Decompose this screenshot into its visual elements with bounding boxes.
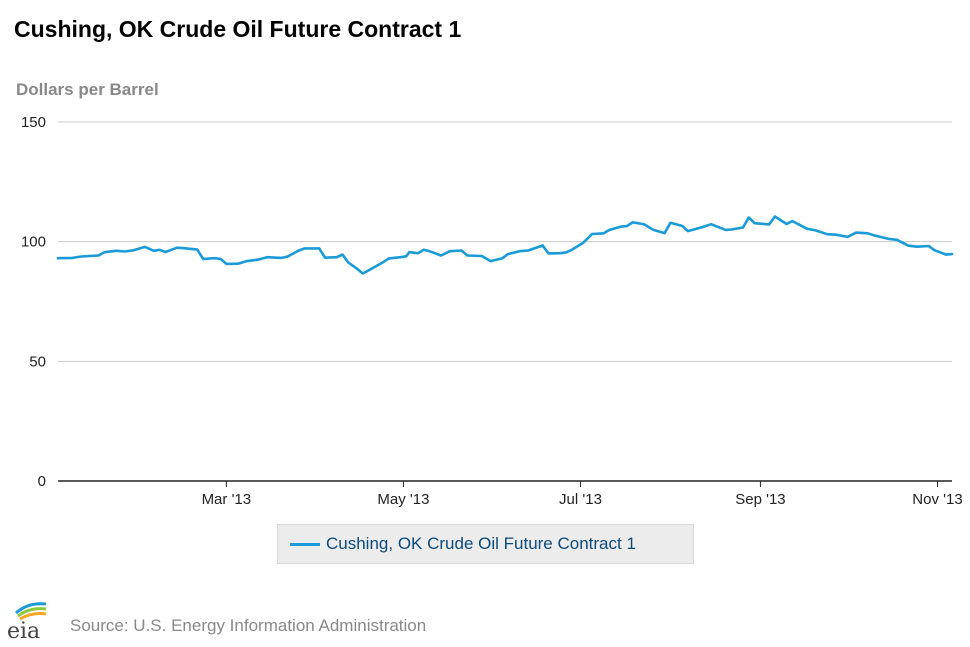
y-axis-unit-label: Dollars per Barrel: [16, 80, 159, 99]
y-tick-label: 0: [38, 473, 46, 490]
chart-title: Cushing, OK Crude Oil Future Contract 1: [14, 16, 462, 42]
svg-text:eia: eia: [7, 619, 40, 640]
line-chart: 0 50 100 150 Mar '13 May '13 Jul '13 Sep '13 No…: [21, 114, 963, 508]
eia-logo: eia: [7, 602, 47, 640]
legend: Cushing, OK Crude Oil Future Contract 1: [277, 524, 694, 564]
legend-swatch: [290, 543, 320, 546]
y-tick-label: 50: [29, 353, 46, 370]
y-tick-label: 150: [21, 114, 46, 131]
x-axis: [58, 480, 952, 487]
x-tick-label: Mar '13: [202, 491, 252, 508]
legend-label: Cushing, OK Crude Oil Future Contract 1: [326, 534, 636, 553]
x-tick-label: Sep '13: [735, 491, 785, 508]
y-axis-tick-labels: 0 50 100 150: [21, 114, 46, 490]
x-tick-label: Jul '13: [559, 491, 602, 508]
series-lines: [56, 215, 954, 275]
series-line: [56, 215, 954, 275]
source-text: Source: U.S. Energy Information Administ…: [70, 616, 427, 635]
x-tick-label: May '13: [377, 491, 429, 508]
x-tick-label: Nov '13: [912, 491, 962, 508]
x-axis-tick-labels: Mar '13 May '13 Jul '13 Sep '13 Nov '13: [202, 491, 963, 508]
y-tick-label: 100: [21, 234, 46, 251]
gridlines: [58, 121, 952, 362]
